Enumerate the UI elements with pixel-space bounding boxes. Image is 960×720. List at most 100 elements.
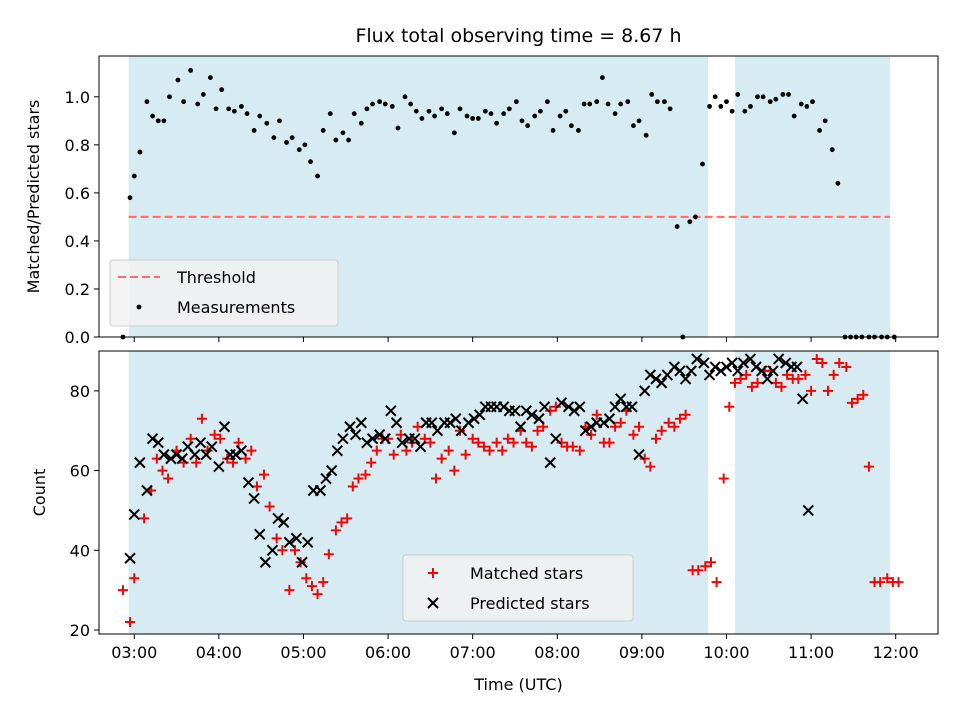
measurement-point: [773, 96, 779, 102]
matched-star-point: [508, 437, 519, 448]
measurement-point: [457, 106, 463, 112]
top-axes-frame: [98, 55, 939, 338]
matched-star-point: [639, 453, 650, 464]
predicted-star-point: [703, 369, 716, 381]
measurement-point: [625, 99, 631, 105]
matched-star-point: [724, 401, 735, 412]
measurement-point: [557, 113, 563, 119]
predicted-star-point: [194, 436, 207, 449]
measurement-point: [207, 75, 213, 81]
matched-star-point: [388, 449, 399, 460]
measurement-point: [519, 118, 525, 124]
matched-star-point: [882, 573, 893, 584]
measurement-point: [200, 92, 206, 97]
measurement-point: [464, 113, 470, 119]
measurement-point: [251, 128, 257, 133]
x-tick-label: 09:00: [619, 643, 665, 662]
matched-star-point: [117, 585, 128, 596]
matched-star-point: [852, 393, 863, 404]
matched-star-point: [521, 437, 532, 448]
predicted-star-point: [200, 448, 212, 461]
predicted-star-point: [555, 397, 568, 409]
matched-star-point: [467, 433, 478, 444]
predicted-star-point: [314, 484, 327, 497]
measurement-point: [419, 116, 425, 121]
matched-star-point: [125, 617, 136, 628]
matched-star-point: [811, 353, 822, 364]
measurement-point: [631, 123, 636, 129]
measurement-point: [167, 94, 172, 100]
matched-star-point: [215, 433, 226, 444]
top-panel: 0.0 0.2 0.4 0.6 0.8 1.0 Flux total observing …: [24, 25, 939, 347]
measurement-point: [791, 113, 797, 119]
predicted-star-point: [320, 472, 332, 485]
measurement-point: [382, 101, 388, 107]
matched-star-point: [191, 457, 202, 468]
matched-star-point: [645, 461, 656, 472]
predicted-star-point: [128, 508, 140, 521]
predicted-star-point: [248, 492, 260, 505]
predicted-star-point: [679, 373, 692, 385]
x-axis-label: Time (UTC): [473, 675, 562, 694]
matched-star-point: [567, 441, 578, 452]
matched-star-point: [841, 361, 852, 372]
matched-star-point: [264, 501, 275, 512]
measurement-point: [351, 111, 357, 117]
bottom-y-ticks: 20 40 60 80: [70, 382, 99, 640]
bottom-x-ticks: 03:00 04:00 05:00 06:00 07:00 08:00 09:00 10:00…: [111, 634, 919, 662]
predicted-star-point: [691, 353, 703, 365]
x-tick-label: 06:00: [365, 643, 411, 662]
top-y-axis-label: Matched/Predicted stars: [24, 100, 43, 294]
predicted-star-point: [737, 357, 750, 369]
predicted-star-point: [668, 361, 681, 373]
predicted-star-point: [685, 365, 697, 377]
measurement-point: [402, 94, 408, 100]
predicted-star-point: [379, 432, 391, 445]
predicted-star-point: [390, 417, 403, 429]
predicted-star-point: [509, 405, 521, 417]
measurement-point: [395, 125, 401, 131]
measurement-point: [155, 118, 161, 124]
matched-star-point: [185, 433, 196, 444]
bottom-axes-frame: [98, 350, 939, 635]
y-tick-label: 40: [70, 541, 90, 560]
matched-star-point: [209, 429, 220, 440]
measurement-point: [408, 101, 414, 107]
matched-star-point: [718, 473, 729, 484]
legend-measurements-label: Measurements: [177, 298, 295, 317]
measurement-point: [327, 111, 333, 117]
measurement-point: [707, 104, 712, 109]
measurement-point: [451, 130, 457, 136]
measurement-point: [188, 68, 194, 73]
matched-star-point: [846, 397, 857, 408]
matched-star-point: [680, 409, 691, 420]
matched-star-point: [663, 417, 674, 428]
legend-x-marker: [427, 597, 439, 609]
predicted-star-point: [533, 413, 545, 425]
measurement-point: [829, 147, 835, 153]
matched-star-point: [258, 469, 269, 480]
measurement-point: [804, 104, 810, 109]
predicted-star-point: [626, 401, 638, 413]
predicted-star-point: [373, 428, 386, 441]
measurement-point: [426, 108, 432, 114]
matched-star-point: [449, 465, 460, 476]
matched-star-point: [425, 437, 436, 448]
matched-star-point: [752, 377, 763, 388]
predicted-star-point: [242, 476, 255, 489]
matched-star-point: [776, 381, 787, 392]
matched-star-point: [163, 473, 174, 484]
measurement-point: [377, 99, 383, 105]
predicted-star-point: [585, 421, 597, 433]
measurement-point: [735, 92, 741, 97]
measurement-point: [712, 94, 718, 100]
measurement-point: [277, 118, 282, 124]
matched-star-point: [705, 557, 716, 568]
predicted-star-point: [791, 361, 803, 373]
matched-star-point: [628, 429, 639, 440]
matched-star-point: [700, 561, 711, 572]
measurement-point: [257, 113, 263, 119]
predicted-star-point: [254, 528, 266, 541]
measurement-point: [687, 219, 693, 225]
x-tick-label: 07:00: [450, 643, 496, 662]
